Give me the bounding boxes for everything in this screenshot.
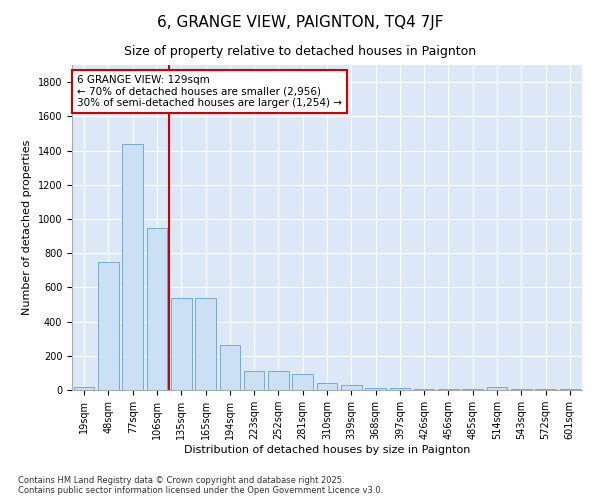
Bar bbox=[195, 298, 216, 390]
Bar bbox=[438, 389, 459, 390]
Bar bbox=[389, 388, 410, 390]
Bar bbox=[463, 389, 483, 390]
Bar bbox=[244, 371, 265, 390]
Bar bbox=[122, 144, 143, 390]
X-axis label: Distribution of detached houses by size in Paignton: Distribution of detached houses by size … bbox=[184, 445, 470, 455]
Bar bbox=[317, 383, 337, 390]
Text: 6, GRANGE VIEW, PAIGNTON, TQ4 7JF: 6, GRANGE VIEW, PAIGNTON, TQ4 7JF bbox=[157, 15, 443, 30]
Bar bbox=[365, 388, 386, 390]
Y-axis label: Number of detached properties: Number of detached properties bbox=[22, 140, 32, 315]
Bar bbox=[171, 298, 191, 390]
Text: Size of property relative to detached houses in Paignton: Size of property relative to detached ho… bbox=[124, 45, 476, 58]
Text: 6 GRANGE VIEW: 129sqm
← 70% of detached houses are smaller (2,956)
30% of semi-d: 6 GRANGE VIEW: 129sqm ← 70% of detached … bbox=[77, 74, 342, 108]
Bar bbox=[146, 228, 167, 390]
Text: Contains HM Land Registry data © Crown copyright and database right 2025.
Contai: Contains HM Land Registry data © Crown c… bbox=[18, 476, 383, 495]
Bar bbox=[511, 389, 532, 390]
Bar bbox=[220, 344, 240, 390]
Bar bbox=[268, 371, 289, 390]
Bar bbox=[535, 389, 556, 390]
Bar bbox=[98, 262, 119, 390]
Bar bbox=[487, 387, 508, 390]
Bar bbox=[560, 389, 580, 390]
Bar bbox=[341, 385, 362, 390]
Bar bbox=[292, 374, 313, 390]
Bar bbox=[74, 386, 94, 390]
Bar bbox=[414, 389, 434, 390]
